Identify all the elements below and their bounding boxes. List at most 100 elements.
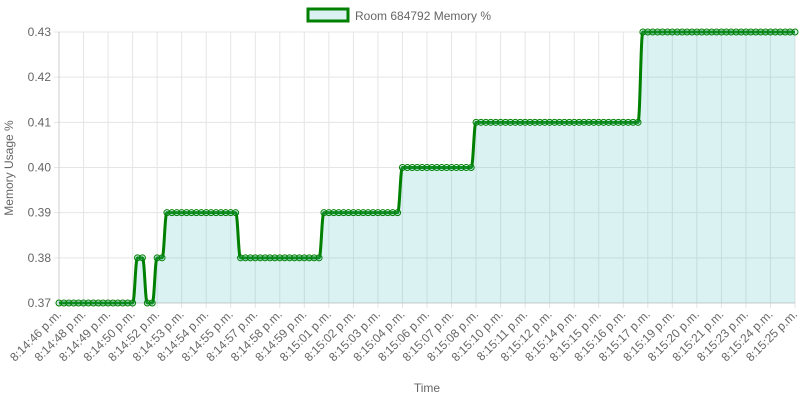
- point: [398, 164, 406, 171]
- point: [742, 28, 750, 36]
- point: [129, 299, 137, 307]
- point: [183, 209, 191, 217]
- point: [521, 118, 529, 126]
- point: [124, 299, 132, 307]
- point: [212, 209, 220, 217]
- point: [354, 209, 362, 217]
- point: [511, 118, 519, 126]
- point: [187, 209, 195, 217]
- point: [202, 209, 210, 217]
- point: [560, 118, 568, 126]
- point: [565, 118, 573, 126]
- point: [536, 118, 544, 126]
- point: [570, 118, 578, 126]
- point: [241, 254, 249, 262]
- point: [462, 164, 470, 171]
- point: [310, 254, 318, 262]
- point: [119, 299, 127, 307]
- point: [271, 254, 279, 262]
- point: [590, 118, 598, 126]
- point: [55, 299, 63, 307]
- point: [114, 299, 122, 307]
- x-axis-label: Time: [414, 381, 441, 395]
- point: [99, 299, 107, 307]
- y-axis-label: Memory Usage %: [2, 120, 16, 216]
- y-tick-label: 0.37: [28, 296, 52, 310]
- point: [403, 164, 411, 171]
- y-tick-label: 0.42: [28, 70, 52, 84]
- point: [291, 254, 299, 262]
- point: [781, 28, 789, 36]
- point: [413, 164, 421, 171]
- point: [256, 254, 264, 262]
- point: [605, 118, 613, 126]
- point: [153, 254, 161, 262]
- point: [526, 118, 534, 126]
- point: [423, 164, 431, 171]
- point: [344, 209, 352, 217]
- point: [639, 28, 647, 36]
- point: [634, 118, 642, 126]
- point: [359, 209, 367, 217]
- point: [158, 254, 166, 262]
- point: [771, 28, 779, 36]
- point: [516, 118, 524, 126]
- point: [389, 209, 397, 217]
- point: [688, 28, 696, 36]
- point: [84, 299, 92, 307]
- point: [541, 118, 549, 126]
- point: [251, 254, 259, 262]
- point: [619, 118, 627, 126]
- point: [364, 209, 372, 217]
- point: [747, 28, 755, 36]
- point: [693, 28, 701, 36]
- point: [762, 28, 770, 36]
- point: [276, 254, 284, 262]
- point: [708, 28, 716, 36]
- point: [546, 118, 554, 126]
- point: [394, 209, 402, 217]
- point: [65, 299, 73, 307]
- point: [374, 209, 382, 217]
- point: [776, 28, 784, 36]
- point: [94, 299, 102, 307]
- point: [305, 254, 313, 262]
- point: [555, 118, 563, 126]
- point: [143, 299, 151, 307]
- point: [452, 164, 460, 171]
- point: [60, 299, 68, 307]
- point: [683, 28, 691, 36]
- point: [722, 28, 730, 36]
- point: [178, 209, 186, 217]
- point: [467, 164, 475, 171]
- point: [732, 28, 740, 36]
- point: [70, 299, 78, 307]
- point: [575, 118, 583, 126]
- y-tick-label: 0.43: [28, 25, 52, 39]
- point: [237, 254, 245, 262]
- point: [192, 209, 200, 217]
- point: [644, 28, 652, 36]
- point: [673, 28, 681, 36]
- point: [320, 209, 328, 217]
- point: [487, 118, 495, 126]
- point: [497, 118, 505, 126]
- point: [786, 28, 794, 36]
- point: [766, 28, 774, 36]
- point: [551, 118, 559, 126]
- point: [330, 209, 338, 217]
- y-tick-label: 0.39: [28, 206, 52, 220]
- point: [384, 209, 392, 217]
- point: [246, 254, 254, 262]
- point: [197, 209, 205, 217]
- point: [457, 164, 465, 171]
- point: [286, 254, 294, 262]
- point: [659, 28, 667, 36]
- point: [614, 118, 622, 126]
- point: [492, 118, 500, 126]
- point: [502, 118, 510, 126]
- point: [472, 118, 480, 126]
- point: [506, 118, 514, 126]
- point: [727, 28, 735, 36]
- point: [737, 28, 745, 36]
